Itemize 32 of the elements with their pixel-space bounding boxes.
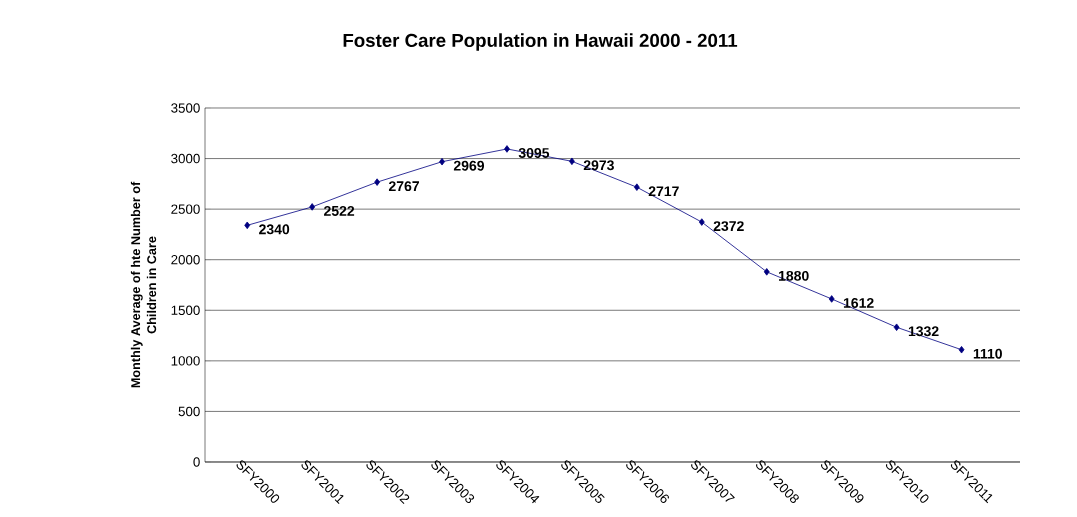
data-label: 2340 [259,224,290,235]
data-label: 1612 [843,298,874,308]
data-label: 2372 [713,221,744,232]
data-label: 2717 [648,186,679,197]
y-tick-label: 2500 [171,204,200,214]
point [374,178,380,186]
point [828,295,835,303]
y-tick-label: 2000 [171,254,200,265]
point [504,145,510,153]
data-label: 2522 [324,205,355,216]
y-tick-label: 3500 [171,103,200,113]
point [698,218,705,226]
point [763,268,770,276]
data-label: 2767 [388,181,419,192]
data-label: 1332 [908,326,939,337]
data-label: 3095 [518,148,550,158]
y-tick-label: 1500 [171,305,200,315]
y-tick-label: 1000 [171,356,200,366]
data-label: 2973 [583,160,614,171]
y-tick-label: 500 [178,406,200,417]
point [958,345,965,354]
data-label: 1110 [973,348,1002,359]
point [893,323,900,331]
y-tick-label: 3000 [171,153,200,164]
y-tick-label: 0 [193,457,200,467]
chart-title: Foster Care Population in Hawaii 2000 - 2011 [343,33,738,51]
point [633,183,640,191]
data-label: 2969 [453,160,485,171]
data-label: 1880 [778,270,809,281]
y-axis-title: Monthly Average of hte Number of Children in Care [130,181,157,388]
point [244,221,251,230]
point [309,203,316,211]
